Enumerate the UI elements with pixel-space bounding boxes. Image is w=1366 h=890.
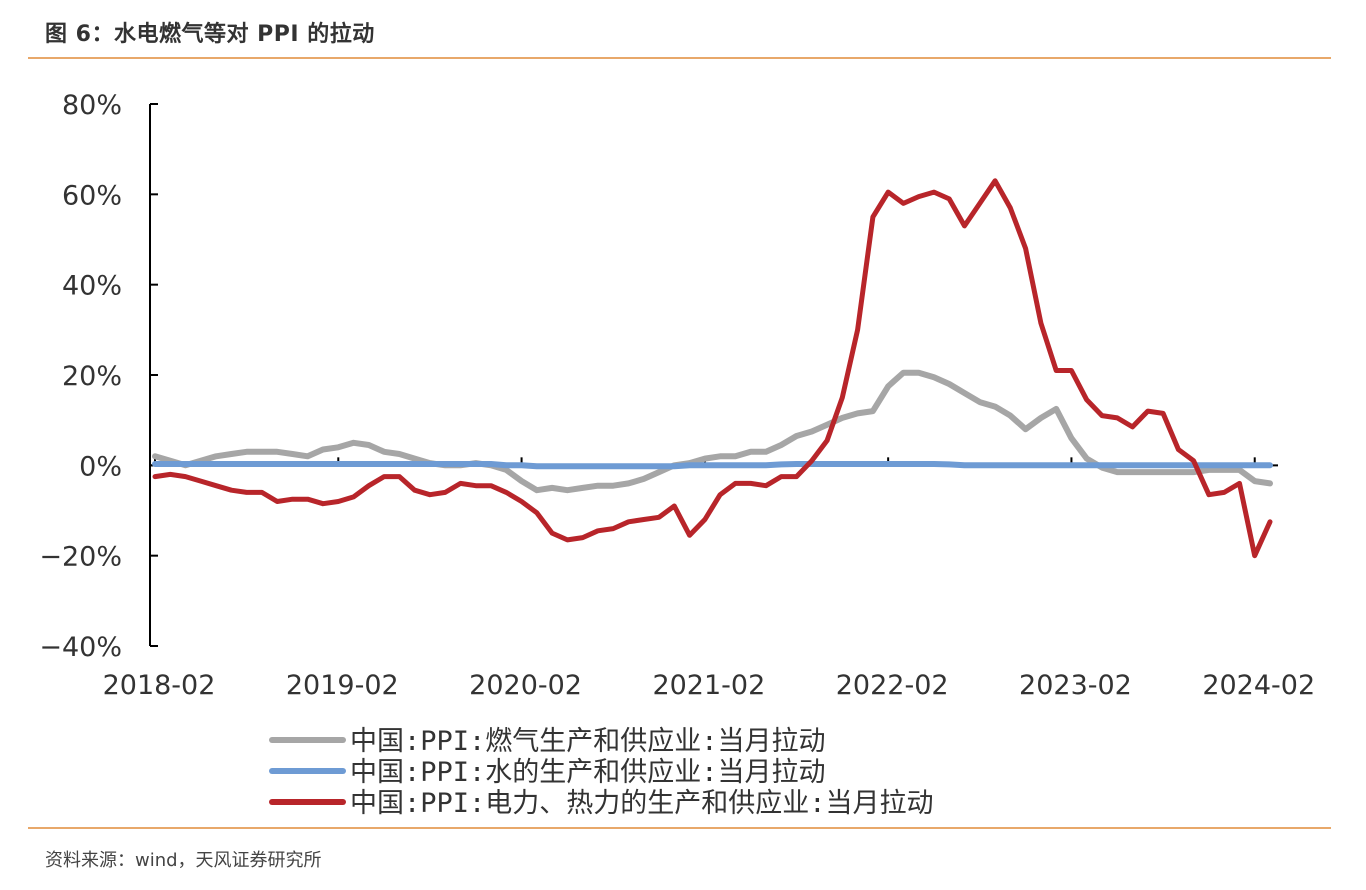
legend-item-water: 中国:PPI:水的生产和供应业:当月拉动 (269, 757, 826, 788)
gas-series-line (152, 369, 1273, 494)
water-series-line (152, 461, 1273, 470)
legend-item-power: 中国:PPI:电力、热力的生产和供应业:当月拉动 (269, 788, 934, 819)
source-note: 资料来源：wind，天风证券研究所 (45, 850, 322, 871)
x-tick-label: 2023-02 (1019, 670, 1132, 701)
axes: 80% 60% 40% 20% 0% −20% −40% 2018-02 2019-02 2020… (39, 90, 1315, 701)
x-tick-label: 2022-02 (836, 670, 949, 701)
y-tick-label: 0% (79, 451, 122, 482)
power-series-line (152, 178, 1273, 559)
legend-item-gas: 中国:PPI:燃气生产和供应业:当月拉动 (269, 726, 826, 757)
plot-area (152, 178, 1273, 559)
y-tick-label: −20% (39, 542, 122, 573)
x-tick-label: 2020-02 (469, 670, 582, 701)
y-tick-label: 40% (62, 271, 122, 302)
x-tick-label: 2019-02 (286, 670, 399, 701)
x-tick-label: 2021-02 (652, 670, 765, 701)
x-tick-label: 2018-02 (103, 670, 216, 701)
legend-label: 中国:PPI:燃气生产和供应业:当月拉动 (350, 726, 826, 757)
y-tick-label: 60% (62, 180, 122, 211)
legend-label: 中国:PPI:电力、热力的生产和供应业:当月拉动 (350, 788, 934, 819)
y-tick-label: 80% (62, 90, 122, 121)
chart-title: 图 6：水电燃气等对 PPI 的拉动 (45, 22, 375, 47)
legend: 中国:PPI:燃气生产和供应业:当月拉动中国:PPI:水的生产和供应业:当月拉动… (269, 726, 934, 819)
legend-label: 中国:PPI:水的生产和供应业:当月拉动 (350, 757, 826, 788)
y-tick-label: −40% (39, 632, 122, 663)
footer-rule (28, 827, 1331, 829)
x-tick-label: 2024-02 (1202, 670, 1315, 701)
y-tick-label: 20% (62, 361, 122, 392)
header-rule (28, 57, 1331, 59)
